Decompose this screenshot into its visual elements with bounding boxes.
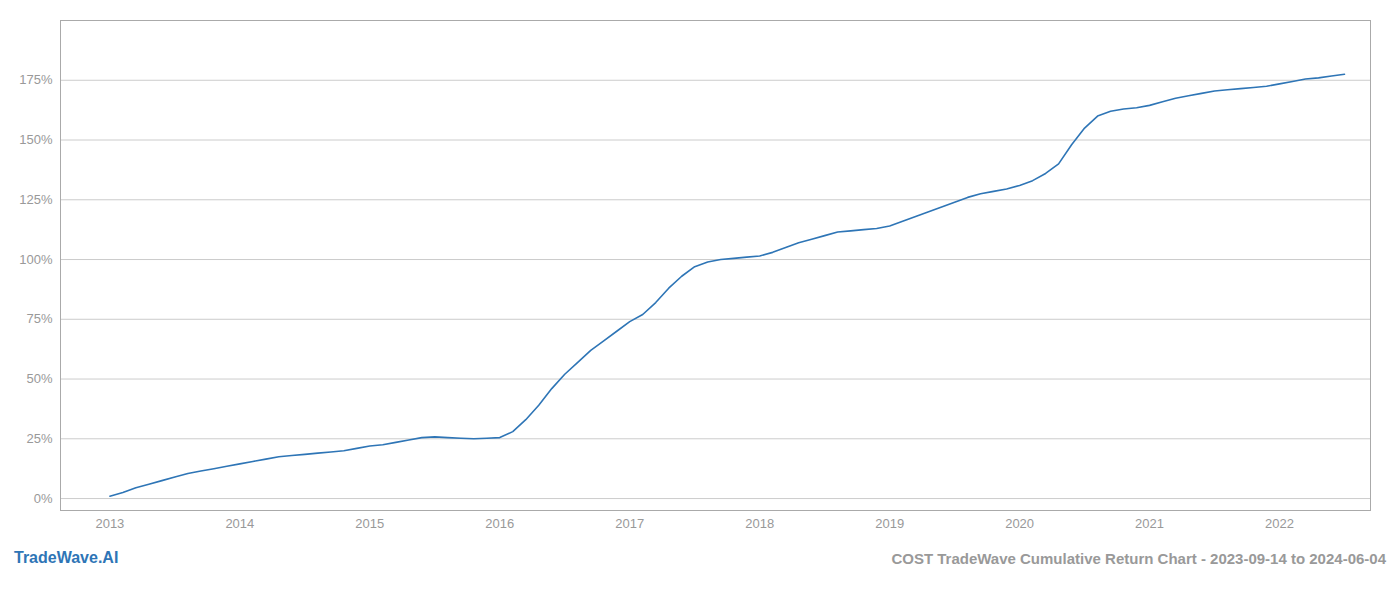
svg-text:0%: 0% [34,491,53,506]
svg-text:100%: 100% [19,252,53,267]
svg-text:75%: 75% [26,311,52,326]
svg-text:2019: 2019 [875,516,904,531]
svg-text:2017: 2017 [615,516,644,531]
svg-text:2013: 2013 [95,516,124,531]
svg-text:50%: 50% [26,371,52,386]
svg-text:2018: 2018 [745,516,774,531]
html-text:TradeWave.AI: TradeWave.AI [14,549,119,566]
svg-text:175%: 175% [19,72,53,87]
svg-text:2022: 2022 [1265,516,1294,531]
html-text:COST TradeWave Cumulative Retu: COST TradeWave Cumulative Return Chart -… [891,550,1386,567]
svg-text:2014: 2014 [225,516,254,531]
svg-text:2016: 2016 [485,516,514,531]
svg-text:2021: 2021 [1135,516,1164,531]
svg-text:25%: 25% [26,431,52,446]
svg-text:125%: 125% [19,192,53,207]
svg-text:2015: 2015 [355,516,384,531]
svg-text:2020: 2020 [1005,516,1034,531]
svg-text:150%: 150% [19,132,53,147]
